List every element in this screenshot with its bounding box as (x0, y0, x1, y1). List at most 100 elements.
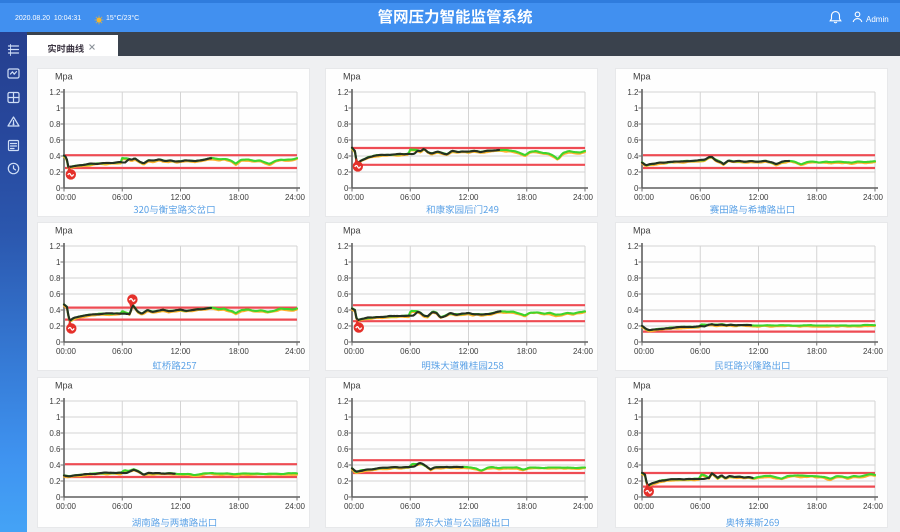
svg-text:0.6: 0.6 (627, 136, 639, 145)
svg-text:0: 0 (56, 493, 61, 502)
svg-text:1: 1 (634, 104, 639, 113)
svg-text:00:00: 00:00 (344, 502, 365, 511)
svg-text:Mpa: Mpa (343, 226, 361, 236)
svg-text:1.2: 1.2 (49, 88, 61, 97)
svg-text:06:00: 06:00 (400, 347, 421, 356)
svg-text:06:00: 06:00 (112, 347, 133, 356)
svg-text:1.2: 1.2 (337, 397, 349, 406)
svg-text:0.2: 0.2 (49, 168, 61, 177)
svg-text:06:00: 06:00 (690, 347, 711, 356)
svg-text:0: 0 (56, 338, 61, 347)
svg-text:0.8: 0.8 (49, 429, 61, 438)
svg-text:Mpa: Mpa (55, 381, 73, 391)
svg-text:0.4: 0.4 (337, 152, 349, 161)
svg-text:24:00: 24:00 (285, 193, 306, 202)
svg-text:0.8: 0.8 (337, 429, 349, 438)
svg-text:18:00: 18:00 (229, 347, 250, 356)
svg-text:00:00: 00:00 (634, 193, 655, 202)
svg-text:0.4: 0.4 (627, 461, 639, 470)
svg-text:0.8: 0.8 (337, 274, 349, 283)
svg-text:06:00: 06:00 (690, 193, 711, 202)
svg-text:00:00: 00:00 (56, 193, 77, 202)
svg-text:06:00: 06:00 (690, 502, 711, 511)
svg-text:Mpa: Mpa (633, 381, 651, 391)
svg-text:00:00: 00:00 (634, 502, 655, 511)
svg-text:1.2: 1.2 (337, 242, 349, 251)
svg-text:12:00: 12:00 (748, 193, 769, 202)
svg-text:24:00: 24:00 (863, 193, 884, 202)
svg-text:24:00: 24:00 (573, 193, 594, 202)
svg-text:12:00: 12:00 (170, 502, 191, 511)
svg-text:Mpa: Mpa (633, 226, 651, 236)
svg-text:0.8: 0.8 (49, 274, 61, 283)
svg-text:1: 1 (344, 413, 349, 422)
svg-text:12:00: 12:00 (170, 193, 191, 202)
svg-text:1.2: 1.2 (627, 88, 639, 97)
svg-text:18:00: 18:00 (517, 193, 538, 202)
svg-text:0.8: 0.8 (49, 120, 61, 129)
svg-text:1.2: 1.2 (627, 397, 639, 406)
svg-text:12:00: 12:00 (748, 502, 769, 511)
svg-text:0.4: 0.4 (49, 461, 61, 470)
svg-text:24:00: 24:00 (863, 502, 884, 511)
svg-text:0.6: 0.6 (627, 445, 639, 454)
svg-text:0.8: 0.8 (337, 120, 349, 129)
svg-text:0.2: 0.2 (337, 322, 349, 331)
svg-text:0.6: 0.6 (337, 290, 349, 299)
svg-text:0.6: 0.6 (49, 445, 61, 454)
svg-text:Mpa: Mpa (633, 72, 651, 82)
svg-text:0.6: 0.6 (337, 445, 349, 454)
svg-text:0.2: 0.2 (337, 477, 349, 486)
svg-text:0.2: 0.2 (49, 477, 61, 486)
svg-text:00:00: 00:00 (634, 347, 655, 356)
svg-text:1: 1 (56, 413, 61, 422)
svg-text:0: 0 (56, 184, 61, 193)
svg-text:06:00: 06:00 (112, 502, 133, 511)
svg-text:0.4: 0.4 (49, 152, 61, 161)
svg-text:1: 1 (56, 258, 61, 267)
svg-text:1: 1 (56, 104, 61, 113)
svg-text:18:00: 18:00 (517, 347, 538, 356)
svg-text:12:00: 12:00 (170, 347, 191, 356)
svg-text:1: 1 (344, 104, 349, 113)
svg-text:0: 0 (344, 184, 349, 193)
svg-text:00:00: 00:00 (344, 193, 365, 202)
svg-text:0.8: 0.8 (627, 429, 639, 438)
svg-text:18:00: 18:00 (229, 193, 250, 202)
svg-text:06:00: 06:00 (400, 502, 421, 511)
svg-text:Mpa: Mpa (343, 381, 361, 391)
svg-text:1.2: 1.2 (337, 88, 349, 97)
svg-text:0: 0 (634, 338, 639, 347)
svg-text:1.2: 1.2 (627, 242, 639, 251)
svg-text:Mpa: Mpa (55, 72, 73, 82)
svg-text:12:00: 12:00 (458, 502, 479, 511)
svg-text:0.6: 0.6 (627, 290, 639, 299)
svg-text:12:00: 12:00 (458, 347, 479, 356)
svg-text:0.4: 0.4 (337, 306, 349, 315)
svg-text:0.2: 0.2 (627, 477, 639, 486)
svg-text:1: 1 (344, 258, 349, 267)
svg-text:0.4: 0.4 (337, 461, 349, 470)
svg-text:Mpa: Mpa (55, 226, 73, 236)
svg-text:0.4: 0.4 (49, 306, 61, 315)
svg-text:00:00: 00:00 (56, 347, 77, 356)
svg-text:0.6: 0.6 (49, 136, 61, 145)
svg-text:00:00: 00:00 (344, 347, 365, 356)
svg-text:0.6: 0.6 (337, 136, 349, 145)
svg-text:0.4: 0.4 (627, 152, 639, 161)
svg-text:18:00: 18:00 (517, 502, 538, 511)
svg-text:24:00: 24:00 (863, 347, 884, 356)
svg-text:1.2: 1.2 (49, 242, 61, 251)
svg-text:12:00: 12:00 (458, 193, 479, 202)
svg-text:0.6: 0.6 (49, 290, 61, 299)
svg-text:1: 1 (634, 413, 639, 422)
svg-text:18:00: 18:00 (807, 502, 828, 511)
svg-text:12:00: 12:00 (748, 347, 769, 356)
svg-text:0.8: 0.8 (627, 274, 639, 283)
svg-text:0.2: 0.2 (627, 322, 639, 331)
svg-text:24:00: 24:00 (573, 347, 594, 356)
svg-text:06:00: 06:00 (400, 193, 421, 202)
svg-text:06:00: 06:00 (112, 193, 133, 202)
svg-text:1.2: 1.2 (49, 397, 61, 406)
svg-text:0.2: 0.2 (337, 168, 349, 177)
